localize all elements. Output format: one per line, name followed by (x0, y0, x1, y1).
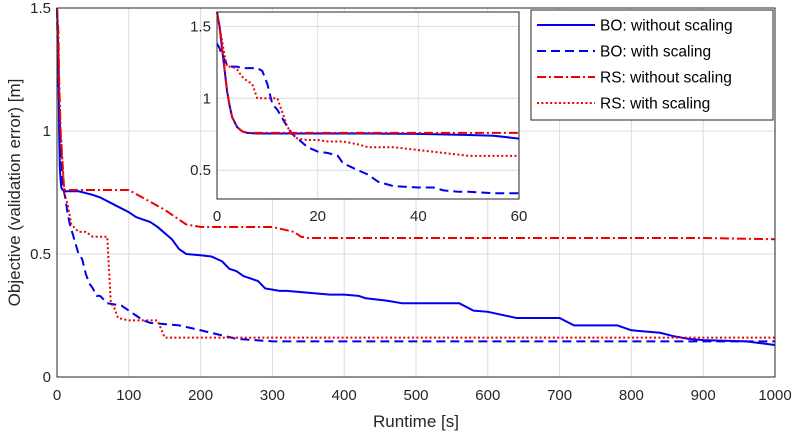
inset-x-tick-60: 60 (511, 208, 528, 225)
legend-label-rs-with-scaling: RS: with scaling (600, 96, 710, 113)
main-x-tick-300: 300 (260, 387, 285, 404)
inset-grid (216, 12, 520, 199)
main-x-tick-700: 700 (547, 387, 572, 404)
legend-entry-rs-without-scaling: RS: without scaling (537, 70, 732, 87)
inset-x-tick-20: 20 (309, 208, 326, 225)
legend: BO: without scaling BO: with scaling RS:… (530, 9, 774, 121)
main-y-tick-2: 1 (43, 123, 51, 140)
inset-y-tick-2: 1.5 (190, 18, 211, 35)
main-y-tick-0: 0 (43, 369, 51, 386)
inset-series-group (216, 11, 520, 195)
legend-label-bo-with-scaling: BO: with scaling (600, 44, 711, 61)
legend-entry-bo-with-scaling: BO: with scaling (537, 44, 711, 61)
main-x-tick-0: 0 (53, 387, 61, 404)
inset-tick-labels: 0 20 40 60 0.5 1 1.5 (190, 18, 527, 225)
main-x-tick-1000: 1000 (758, 387, 791, 404)
main-x-tick-900: 900 (691, 387, 716, 404)
main-x-tick-100: 100 (116, 387, 141, 404)
main-x-tick-500: 500 (403, 387, 428, 404)
inset-y-tick-1: 1 (203, 90, 211, 107)
main-series-bo-with-scaling (56, 7, 775, 343)
inset-plot-frame (216, 11, 520, 200)
inset-x-tick-40: 40 (410, 208, 427, 225)
main-series-rs-without-scaling (56, 7, 776, 241)
main-series-bo-without-scaling (56, 7, 776, 347)
legend-entry-bo-without-scaling: BO: without scaling (537, 18, 733, 35)
legend-label-bo-without-scaling: BO: without scaling (600, 18, 733, 35)
inset-series-rs-with-scaling (216, 11, 519, 157)
main-x-tick-200: 200 (188, 387, 213, 404)
y-axis-label: Objective (validation error) [m] (5, 79, 24, 307)
main-x-tick-600: 600 (475, 387, 500, 404)
inset-series-bo-with-scaling (216, 43, 519, 195)
inset-series-rs-without-scaling (216, 11, 519, 134)
main-y-tick-3: 1.5 (30, 0, 51, 17)
legend-box (530, 9, 774, 121)
legend-entry-rs-with-scaling: RS: with scaling (537, 96, 710, 113)
main-y-tick-1: 0.5 (30, 246, 51, 263)
main-x-tick-800: 800 (619, 387, 644, 404)
main-x-tick-400: 400 (332, 387, 357, 404)
inset-x-tick-0: 0 (213, 208, 221, 225)
x-axis-label: Runtime [s] (373, 412, 459, 431)
main-plot-frame (56, 7, 776, 378)
inset-y-tick-0: 0.5 (190, 162, 211, 179)
main-series-group (56, 7, 776, 347)
inset-background (217, 12, 519, 199)
legend-label-rs-without-scaling: RS: without scaling (600, 70, 732, 87)
